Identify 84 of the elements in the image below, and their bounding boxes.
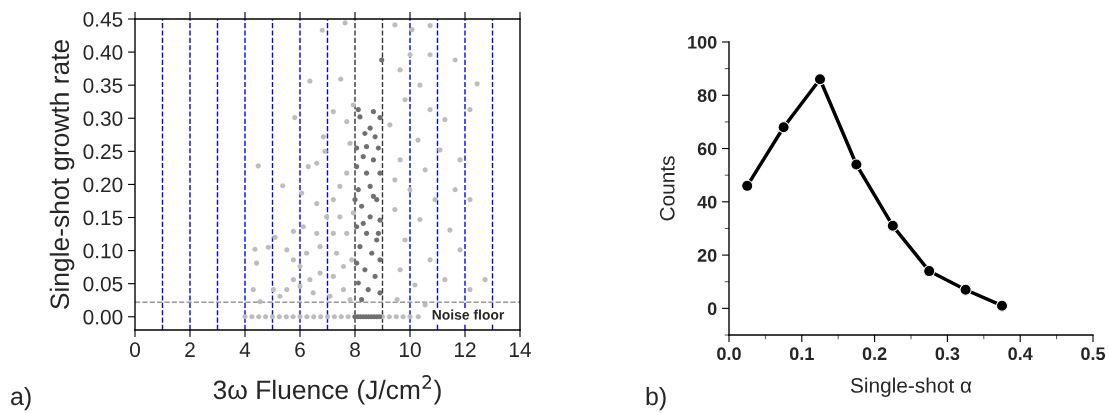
x-tick-label: 0.3 (935, 347, 960, 361)
point (850, 158, 863, 171)
point (360, 220, 366, 227)
text: a) (11, 386, 31, 411)
point (362, 267, 368, 273)
y-tick-label: 40 (697, 195, 717, 209)
point (355, 187, 361, 193)
point (377, 115, 383, 121)
point (379, 57, 385, 63)
y-tick-label: 0.40 (83, 45, 123, 60)
y-axis-title: Single-shot growth rate (49, 39, 75, 309)
x-axis-title: 3ω Fluence (J/cm$^{2}$) (213, 375, 441, 405)
point (370, 109, 377, 115)
point (377, 290, 383, 296)
point (372, 134, 378, 140)
y-tick-label: 0.25 (83, 144, 123, 160)
point (886, 219, 899, 232)
point (370, 193, 377, 199)
annotation: Noise floor (432, 309, 505, 320)
x-tick-label: 8 (350, 342, 360, 358)
y-tick-label: 0.05 (83, 276, 123, 292)
point (355, 107, 361, 113)
point (354, 145, 360, 151)
point (355, 280, 361, 286)
x-tick-label: 2 (185, 342, 195, 357)
y-tick-label: 0.00 (83, 309, 123, 325)
point (363, 230, 370, 236)
x-tick-label: 0.2 (862, 347, 887, 361)
point (354, 224, 360, 230)
point (741, 179, 754, 192)
point (367, 183, 373, 190)
y-axis-title: Counts (659, 156, 675, 221)
point (375, 145, 381, 151)
point (777, 121, 790, 134)
x-tick-label: 0.4 (1008, 347, 1033, 361)
point (354, 260, 360, 266)
y-tick-label: 0.15 (83, 210, 123, 226)
point (365, 287, 371, 293)
y-tick-label: 80 (697, 89, 717, 102)
x-axis-title: Single-shot α (850, 377, 972, 397)
x-tick-label: 4 (239, 342, 251, 357)
y-tick-label: 0 (707, 302, 717, 316)
x-tick-label: 0.1 (789, 347, 814, 361)
point (363, 144, 370, 150)
y-tick-label: 20 (697, 249, 717, 262)
point (370, 157, 377, 163)
point (367, 125, 373, 131)
point (959, 283, 972, 296)
y-tick-label: 100 (688, 35, 717, 49)
point (359, 203, 365, 209)
x-tick-label: 0.0 (717, 347, 741, 361)
x-tick-label: 12 (455, 342, 476, 357)
point (377, 170, 383, 176)
y-tick-label: 0.20 (83, 177, 123, 193)
point (813, 73, 827, 86)
y-tick-label: 0.10 (83, 243, 123, 259)
point (372, 273, 378, 279)
point (367, 214, 373, 220)
text: b) (646, 386, 666, 411)
x-tick-label: 0.5 (1081, 347, 1106, 361)
point (354, 163, 360, 170)
point (362, 130, 368, 137)
y-tick-label: 0.30 (83, 111, 123, 127)
point (357, 244, 363, 250)
point (374, 197, 380, 203)
point (374, 237, 380, 243)
point (369, 250, 375, 256)
point (995, 299, 1009, 312)
y-tick-label: 60 (697, 142, 717, 156)
point (359, 296, 365, 303)
point (377, 217, 383, 223)
point (375, 230, 381, 236)
point (377, 257, 383, 263)
point (363, 170, 370, 176)
x-tick-label: 0 (130, 342, 140, 358)
x-tick-label: 14 (510, 342, 531, 357)
x-tick-label: 6 (295, 342, 305, 358)
y-tick-label: 0.35 (83, 78, 123, 93)
point (352, 197, 358, 203)
point (923, 265, 936, 278)
x-tick-label: 10 (400, 342, 421, 358)
y-tick-label: 0.45 (83, 12, 123, 27)
point (357, 114, 363, 120)
point (360, 154, 366, 160)
